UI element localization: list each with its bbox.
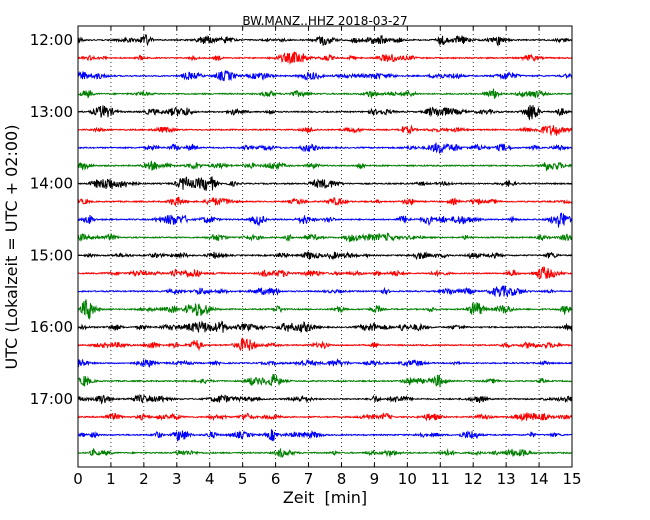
x-tick-label: 2 — [139, 470, 149, 488]
x-tick-label: 11 — [431, 470, 450, 488]
x-tick-label: 15 — [562, 470, 581, 488]
x-tick-label: 12 — [464, 470, 483, 488]
seismic-trace — [77, 299, 573, 321]
seismic-trace — [77, 176, 573, 191]
seismic-trace — [77, 374, 573, 388]
grid-lines — [110, 26, 540, 467]
y-tick-label: 17:00 — [30, 390, 73, 408]
plot-frame — [77, 25, 573, 468]
x-tick-label: 13 — [497, 470, 516, 488]
x-tick-label: 9 — [370, 470, 380, 488]
seismic-trace — [77, 285, 573, 298]
seismic-trace — [77, 429, 573, 442]
seismic-trace — [77, 160, 573, 172]
y-tick-label: 12:00 — [30, 31, 73, 49]
seismic-traces — [77, 34, 573, 458]
seismic-trace — [77, 70, 573, 82]
seismic-trace — [77, 265, 573, 280]
seismic-trace — [77, 232, 573, 243]
y-tick-label: 15:00 — [30, 246, 73, 264]
seismic-trace — [77, 88, 573, 100]
seismic-trace — [77, 104, 573, 121]
x-tick-label: 3 — [172, 470, 182, 488]
seismic-trace — [77, 358, 573, 368]
y-tick-label: 16:00 — [30, 318, 73, 336]
seismic-trace — [77, 212, 573, 228]
seismic-trace — [77, 412, 573, 422]
y-axis-label: UTC (Lokalzeit = UTC + 02:00) — [2, 125, 21, 370]
seismic-trace — [77, 337, 573, 352]
x-tick-label: 8 — [337, 470, 347, 488]
seismic-trace — [77, 447, 573, 458]
seismic-trace — [77, 320, 573, 333]
seismic-trace — [77, 34, 573, 47]
chart-title: BW.MANZ..HHZ 2018-03-27 — [242, 14, 407, 28]
x-tick-label: 10 — [398, 470, 417, 488]
y-tick-label: 14:00 — [30, 175, 73, 193]
x-tick-label: 1 — [106, 470, 116, 488]
seismic-trace — [77, 124, 573, 137]
x-tick-label: 0 — [73, 470, 83, 488]
x-axis-label: Zeit [min] — [283, 488, 367, 507]
seismic-trace — [77, 196, 573, 207]
x-tick-label: 5 — [238, 470, 248, 488]
seismic-trace — [77, 251, 573, 261]
seismic-trace — [77, 50, 573, 65]
seismic-trace — [77, 142, 573, 154]
seismic-trace — [77, 393, 573, 405]
x-tick-label: 14 — [530, 470, 549, 488]
y-tick-label: 13:00 — [30, 103, 73, 121]
x-tick-label: 6 — [271, 470, 281, 488]
x-axis-ticks: 0 1 2 3 4 5 6 7 8 9 10 11 12 13 14 15 — [73, 26, 582, 488]
x-tick-label: 7 — [304, 470, 314, 488]
y-axis-ticks: 12:00 13:00 14:00 15:00 16:00 17:00 — [30, 31, 572, 408]
x-tick-label: 4 — [205, 470, 215, 488]
